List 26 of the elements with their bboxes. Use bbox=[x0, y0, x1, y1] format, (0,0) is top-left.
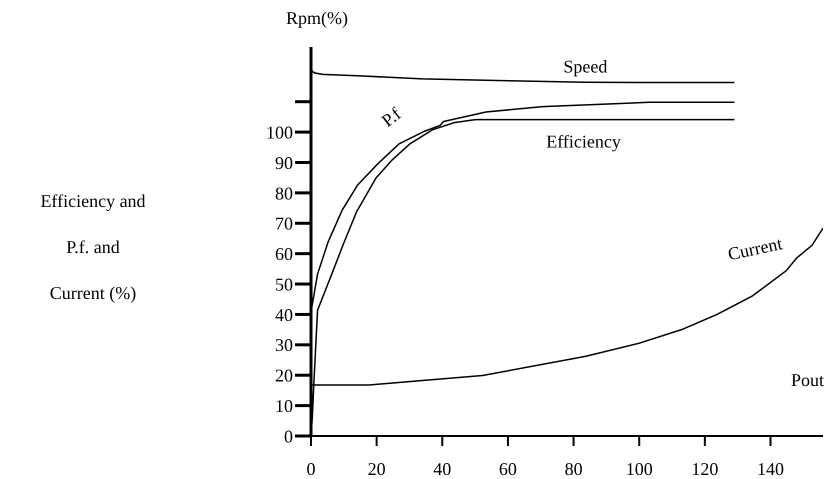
y-tick-label: 60 bbox=[275, 244, 293, 264]
series-label: Efficiency bbox=[546, 132, 621, 152]
y-tick-label: 0 bbox=[284, 426, 293, 446]
text: Current bbox=[726, 233, 784, 264]
x-tick-label: 60 bbox=[498, 458, 517, 479]
series-label: Speed bbox=[563, 56, 608, 76]
x-tick-label: 40 bbox=[433, 458, 452, 479]
x-axis-title: Pout bbox=[790, 370, 824, 391]
y-tick-label: 40 bbox=[275, 304, 293, 325]
x-tick-label: 20 bbox=[368, 458, 386, 479]
y-tick-label: 30 bbox=[275, 335, 293, 356]
text: P.f bbox=[378, 104, 405, 131]
y-tick-label: 10 bbox=[275, 396, 293, 416]
y-tick-label: 100 bbox=[266, 122, 293, 142]
y-tick-label: 50 bbox=[275, 274, 293, 294]
y-tick-label: 70 bbox=[275, 214, 293, 234]
y-tick-label: 20 bbox=[275, 366, 293, 386]
x-tick-label: 100 bbox=[626, 458, 653, 479]
y-tick-label: 90 bbox=[275, 152, 293, 173]
y-tick-label: 80 bbox=[275, 183, 293, 204]
text: Efficiency and P.f. and Current (%) bbox=[40, 191, 146, 303]
x-tick-label: 120 bbox=[691, 458, 718, 479]
x-tick-label: 140 bbox=[756, 458, 784, 479]
x-tick-label: 80 bbox=[564, 458, 583, 479]
x-tick-label: 0 bbox=[306, 458, 316, 479]
text: Rpm(%) bbox=[286, 8, 348, 29]
